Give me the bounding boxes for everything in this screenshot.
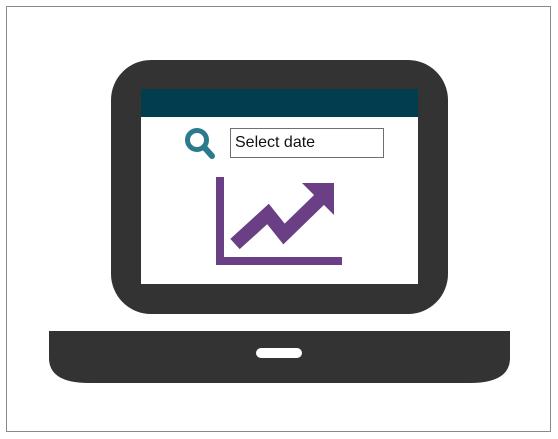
screen-header-bar	[141, 89, 418, 117]
trend-up-chart-icon	[216, 177, 342, 265]
search-icon[interactable]	[185, 128, 215, 159]
laptop-screen	[141, 89, 418, 284]
chart-y-axis	[216, 177, 224, 265]
date-search-input[interactable]: Select date	[230, 128, 384, 158]
chart-arrow-head	[302, 183, 334, 215]
search-button[interactable]	[184, 127, 218, 161]
chart-trend-line	[230, 193, 325, 250]
date-search-input-text: Select date	[235, 134, 316, 151]
trackpad-slot	[256, 348, 302, 358]
chart-x-axis	[216, 257, 342, 265]
